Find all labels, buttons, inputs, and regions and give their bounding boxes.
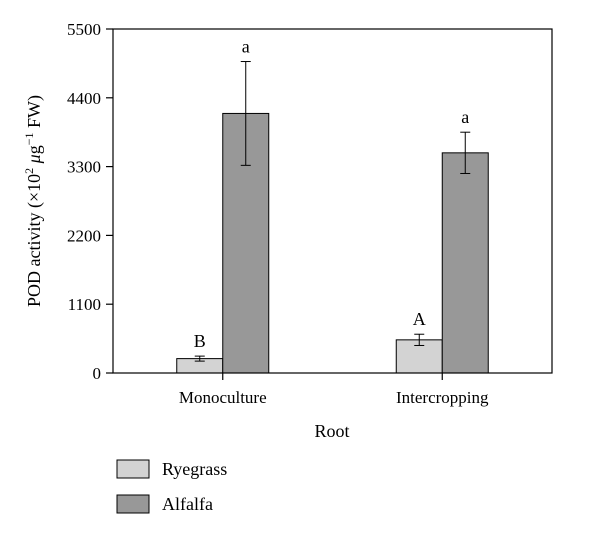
significance-label-ryegrass: A (413, 309, 426, 329)
legend-label-alfalfa: Alfalfa (162, 494, 213, 514)
bars: Ba Aa (176, 37, 489, 374)
y-tick-label: 0 (93, 364, 102, 383)
significance-label-alfalfa: a (242, 37, 250, 57)
significance-label-alfalfa: a (461, 107, 469, 127)
x-tick-label: Intercropping (396, 388, 489, 407)
bar-alfalfa (441, 152, 489, 374)
legend-item-ryegrass: Ryegrass (116, 459, 227, 479)
y-tick-label: 5500 (67, 20, 101, 39)
legend-swatch-ryegrass (116, 459, 150, 479)
legend: Ryegrass Alfalfa (116, 459, 227, 514)
y-tick-label: 3300 (67, 158, 101, 177)
legend-label-ryegrass: Ryegrass (162, 459, 227, 479)
y-tick-label: 1100 (68, 295, 101, 314)
x-tick-label: Monoculture (179, 388, 267, 407)
legend-item-alfalfa: Alfalfa (116, 494, 213, 514)
legend-swatch-alfalfa (116, 494, 150, 514)
x-axis-label: Root (314, 421, 349, 441)
y-axis-ticks: 0 1100 2200 3300 4400 5500 (67, 20, 113, 383)
x-axis-ticks: Monoculture Intercropping (179, 373, 489, 407)
y-tick-label: 2200 (67, 226, 101, 245)
y-axis-label: POD activity (×102 μg−1 FW) (22, 95, 45, 307)
significance-label-ryegrass: B (194, 331, 206, 351)
y-tick-label: 4400 (67, 89, 101, 108)
plot-frame (112, 28, 553, 374)
